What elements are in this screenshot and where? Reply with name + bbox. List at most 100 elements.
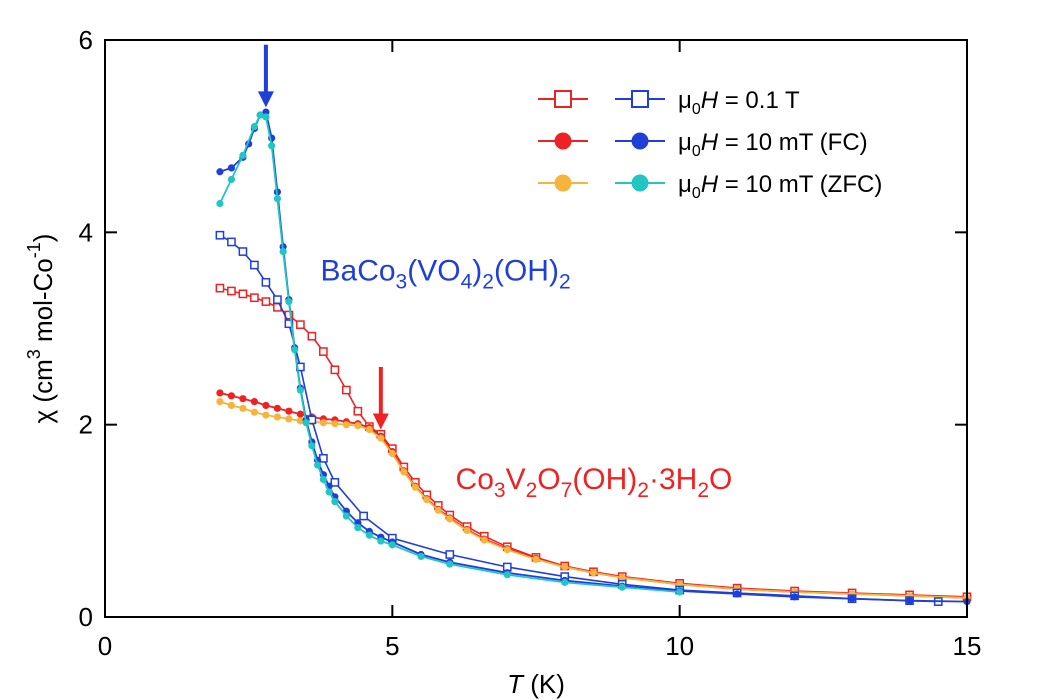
data-point <box>262 411 270 419</box>
legend-entry-1: μ0H = 10 mT (FC) <box>538 129 868 160</box>
data-point <box>319 347 328 356</box>
data-point <box>330 478 340 487</box>
data-point <box>733 590 741 598</box>
legend-marker <box>554 90 572 108</box>
data-point <box>354 422 362 430</box>
series-line <box>219 400 968 599</box>
data-point <box>445 550 455 559</box>
data-point <box>561 563 569 571</box>
series-layer <box>215 108 972 606</box>
data-point <box>216 397 224 406</box>
data-point <box>365 531 373 539</box>
labels-layer: 0 5 10 15 0 2 4 6 T (K) χ (cm3 mol-Co-1) <box>24 25 981 699</box>
data-point <box>279 247 287 256</box>
x-axis-label: T (K) <box>507 669 565 699</box>
legend-label: μ0H = 10 mT (ZFC) <box>678 171 882 202</box>
data-point <box>532 555 540 563</box>
y-axis-label: χ (cm3 mol-Co-1) <box>24 234 58 424</box>
data-point <box>589 569 598 577</box>
data-point <box>308 442 316 450</box>
data-point <box>262 113 270 121</box>
data-point <box>273 413 281 421</box>
data-point <box>227 237 236 247</box>
data-point <box>238 289 248 299</box>
data-point <box>216 199 224 208</box>
x-tick-label: 5 <box>385 631 399 661</box>
data-point <box>330 365 340 375</box>
data-point <box>365 425 373 434</box>
data-point <box>417 552 425 561</box>
y-tick-label: 4 <box>79 217 93 247</box>
legend-entry-0: μ0H = 0.1 T <box>538 87 800 118</box>
annotation-layer: BaCo3(VO4)2(OH)2 Co3V2O7(OH)2·3H2O <box>257 44 733 502</box>
data-point <box>319 475 327 484</box>
data-point <box>905 597 914 605</box>
legend-label: μ0H = 0.1 T <box>678 87 800 118</box>
data-point <box>342 421 350 429</box>
compound-label-covo: Co3V2O7(OH)2·3H2O <box>456 463 733 502</box>
data-point <box>331 420 339 428</box>
series-0 <box>215 283 972 602</box>
ticks-layer <box>104 39 968 618</box>
data-point <box>463 526 471 535</box>
plot-frame <box>104 39 968 618</box>
data-point <box>377 537 385 545</box>
data-point <box>791 593 799 601</box>
legend: μ0H = 0.1 T μ0H = 10 mT (FC) μ0H = 10 mT (… <box>538 87 882 202</box>
data-point <box>342 512 350 520</box>
data-point <box>296 410 304 418</box>
data-point <box>388 449 396 458</box>
data-point <box>285 407 293 415</box>
series-2 <box>216 397 971 602</box>
data-point <box>227 175 236 184</box>
x-tick-label: 0 <box>98 631 112 661</box>
data-point <box>227 401 236 410</box>
data-point <box>296 386 304 394</box>
y-tick-label: 2 <box>79 410 93 440</box>
data-point <box>446 560 454 568</box>
data-point <box>216 389 224 397</box>
data-point <box>215 283 225 293</box>
data-point <box>400 468 408 476</box>
legend-label: μ0H = 10 mT (FC) <box>678 129 868 160</box>
data-point <box>216 168 224 176</box>
data-point <box>848 595 856 603</box>
x-tick-label: 15 <box>953 631 982 661</box>
data-point <box>261 297 271 306</box>
data-point <box>239 395 247 403</box>
data-point <box>239 151 247 159</box>
data-point <box>354 523 362 532</box>
data-point <box>250 397 259 406</box>
data-point <box>359 511 368 521</box>
data-point <box>250 260 259 270</box>
x-tick-label: 10 <box>665 631 694 661</box>
data-point <box>353 406 363 416</box>
data-point <box>296 417 304 425</box>
data-point <box>285 297 293 306</box>
legend-marker <box>554 132 572 150</box>
data-point <box>262 401 270 410</box>
legend-entry-2: μ0H = 10 mT (ZFC) <box>538 171 882 202</box>
data-point <box>503 571 511 579</box>
data-point <box>273 404 281 412</box>
data-point <box>250 408 259 416</box>
data-point <box>227 286 236 296</box>
data-point <box>250 122 259 131</box>
data-point <box>227 392 236 400</box>
y-tick-label: 0 <box>79 602 93 632</box>
data-point <box>250 293 259 303</box>
data-point <box>227 164 236 172</box>
data-point <box>302 419 310 427</box>
data-point <box>273 295 282 304</box>
data-point <box>319 419 327 427</box>
data-point <box>618 573 626 582</box>
data-point <box>342 385 351 395</box>
data-point <box>296 320 305 330</box>
data-point <box>215 230 225 240</box>
data-point <box>307 331 317 341</box>
data-point <box>480 536 488 544</box>
data-point <box>503 546 511 554</box>
data-point <box>256 111 264 119</box>
data-point <box>388 541 396 549</box>
